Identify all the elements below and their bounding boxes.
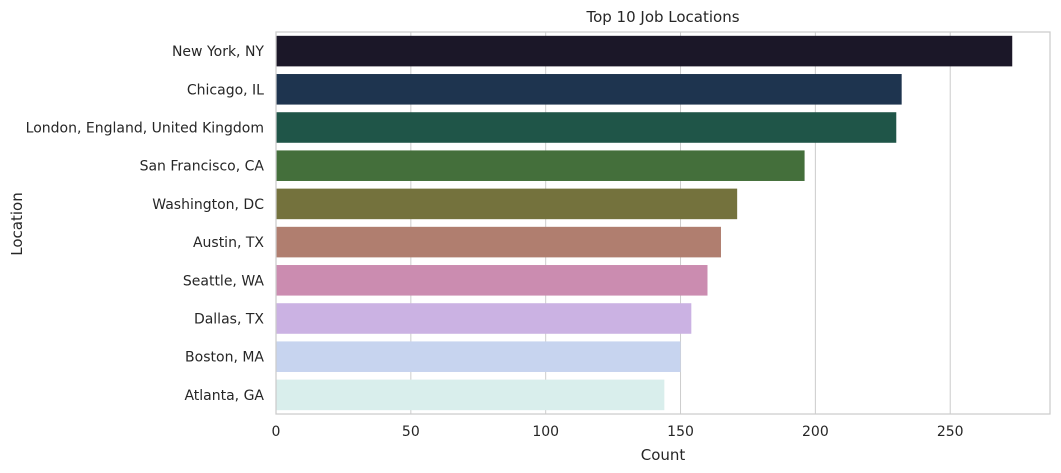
bar bbox=[276, 226, 721, 258]
y-axis-label: Location bbox=[8, 192, 26, 255]
bar bbox=[276, 150, 805, 181]
bar bbox=[276, 74, 902, 105]
x-tick-label: 150 bbox=[667, 424, 694, 440]
x-tick-labels: 0 50 100 150 200 250 bbox=[272, 424, 964, 440]
y-tick-label: Atlanta, GA bbox=[184, 388, 264, 404]
y-tick-label: Austin, TX bbox=[193, 235, 264, 251]
x-tick-label: 50 bbox=[402, 424, 420, 440]
y-tick-label: Dallas, TX bbox=[194, 312, 264, 328]
y-tick-label: London, England, United Kingdom bbox=[26, 121, 264, 137]
y-tick-label: New York, NY bbox=[172, 44, 264, 60]
bar bbox=[276, 265, 708, 296]
plot-frame bbox=[275, 31, 1051, 415]
y-tick-labels: New York, NY Chicago, IL London, England, … bbox=[26, 44, 265, 404]
y-tick-label: San Francisco, CA bbox=[140, 159, 265, 175]
y-tick-label: Seattle, WA bbox=[183, 273, 265, 289]
bar bbox=[276, 112, 897, 143]
bar bbox=[276, 379, 665, 411]
x-tick-label: 0 bbox=[272, 424, 281, 440]
y-tick-label: Washington, DC bbox=[152, 197, 264, 213]
y-tick-label: Chicago, IL bbox=[187, 82, 264, 98]
bars bbox=[276, 35, 1013, 411]
bar bbox=[276, 341, 681, 372]
x-tick-label: 250 bbox=[937, 424, 964, 440]
y-tick-label: Boston, MA bbox=[185, 350, 264, 366]
bar bbox=[276, 303, 692, 334]
chart-title: Top 10 Job Locations bbox=[585, 8, 739, 26]
bar bbox=[276, 35, 1013, 67]
x-tick-label: 100 bbox=[532, 424, 559, 440]
bar bbox=[276, 188, 738, 220]
x-axis-label: Count bbox=[641, 446, 686, 464]
x-tick-label: 200 bbox=[802, 424, 829, 440]
